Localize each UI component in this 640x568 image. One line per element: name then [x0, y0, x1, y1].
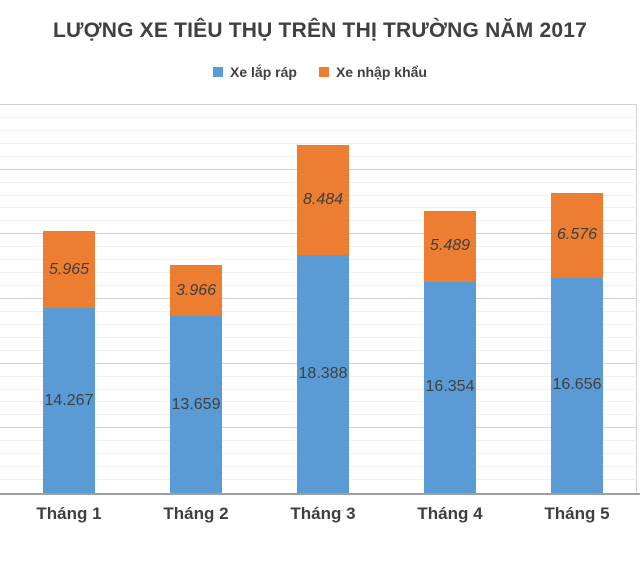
- bar-data-label: 13.659: [171, 395, 221, 413]
- bar-segment-imported: 6.576: [551, 192, 603, 278]
- x-axis-label: Tháng 3: [290, 504, 356, 523]
- x-axis-label: Tháng 5: [544, 504, 610, 523]
- bar-segment-assembled: 16.656: [551, 277, 603, 493]
- bar-segment-assembled: 14.267: [43, 308, 95, 493]
- legend-swatch-imported-cars: [318, 67, 329, 77]
- bar-data-label: 14.267: [44, 391, 94, 409]
- x-axis-line: [0, 493, 640, 495]
- gridline: [0, 104, 637, 105]
- bar-data-label: 3.966: [175, 281, 217, 299]
- bar-data-label: 8.484: [302, 191, 344, 209]
- bar-data-label: 16.354: [425, 378, 475, 396]
- chart-legend: Xe lắp ráp Xe nhập khẩu: [0, 64, 640, 80]
- gridline: [0, 142, 637, 144]
- legend-item-imported-cars: Xe nhập khẩu: [318, 64, 427, 80]
- bar-segment-assembled: 16.354: [424, 281, 476, 493]
- x-axis-label: Tháng 1: [36, 504, 102, 523]
- plot-area: 14.267 5.965 Tháng 1 13.659 3.966 Tháng 2 18.3…: [0, 104, 640, 523]
- bar-data-label: 6.576: [556, 226, 598, 244]
- x-axis-label: Tháng 4: [417, 504, 483, 523]
- bar-data-label: 18.388: [298, 365, 348, 383]
- bar-data-label: 5.489: [429, 237, 471, 254]
- bar-data-label: 5.965: [48, 260, 90, 278]
- bar-segment-imported: 8.484: [297, 145, 349, 256]
- legend-label-assembled-cars: Xe lắp ráp: [230, 64, 297, 80]
- legend-label-imported-cars: Xe nhập khẩu: [335, 64, 427, 80]
- bar-segment-imported: 5.489: [424, 210, 476, 282]
- bar-segment-imported: 3.966: [170, 265, 222, 317]
- bar-segment-assembled: 18.388: [297, 255, 349, 493]
- bar-data-label: 16.656: [552, 376, 602, 394]
- gridline: [0, 116, 637, 118]
- legend-item-assembled-cars: Xe lắp ráp: [213, 64, 297, 80]
- legend-swatch-assembled-cars: [213, 67, 224, 77]
- gridline: [0, 129, 637, 131]
- bar-segment-imported: 5.965: [43, 231, 95, 309]
- bar-segment-assembled: 13.659: [170, 316, 222, 493]
- plot-right-border: [636, 104, 637, 495]
- x-axis-label: Tháng 2: [163, 504, 229, 523]
- chart-title: LƯỢNG XE TIÊU THỤ TRÊN THỊ TRƯỜNG NĂM 20…: [52, 19, 588, 42]
